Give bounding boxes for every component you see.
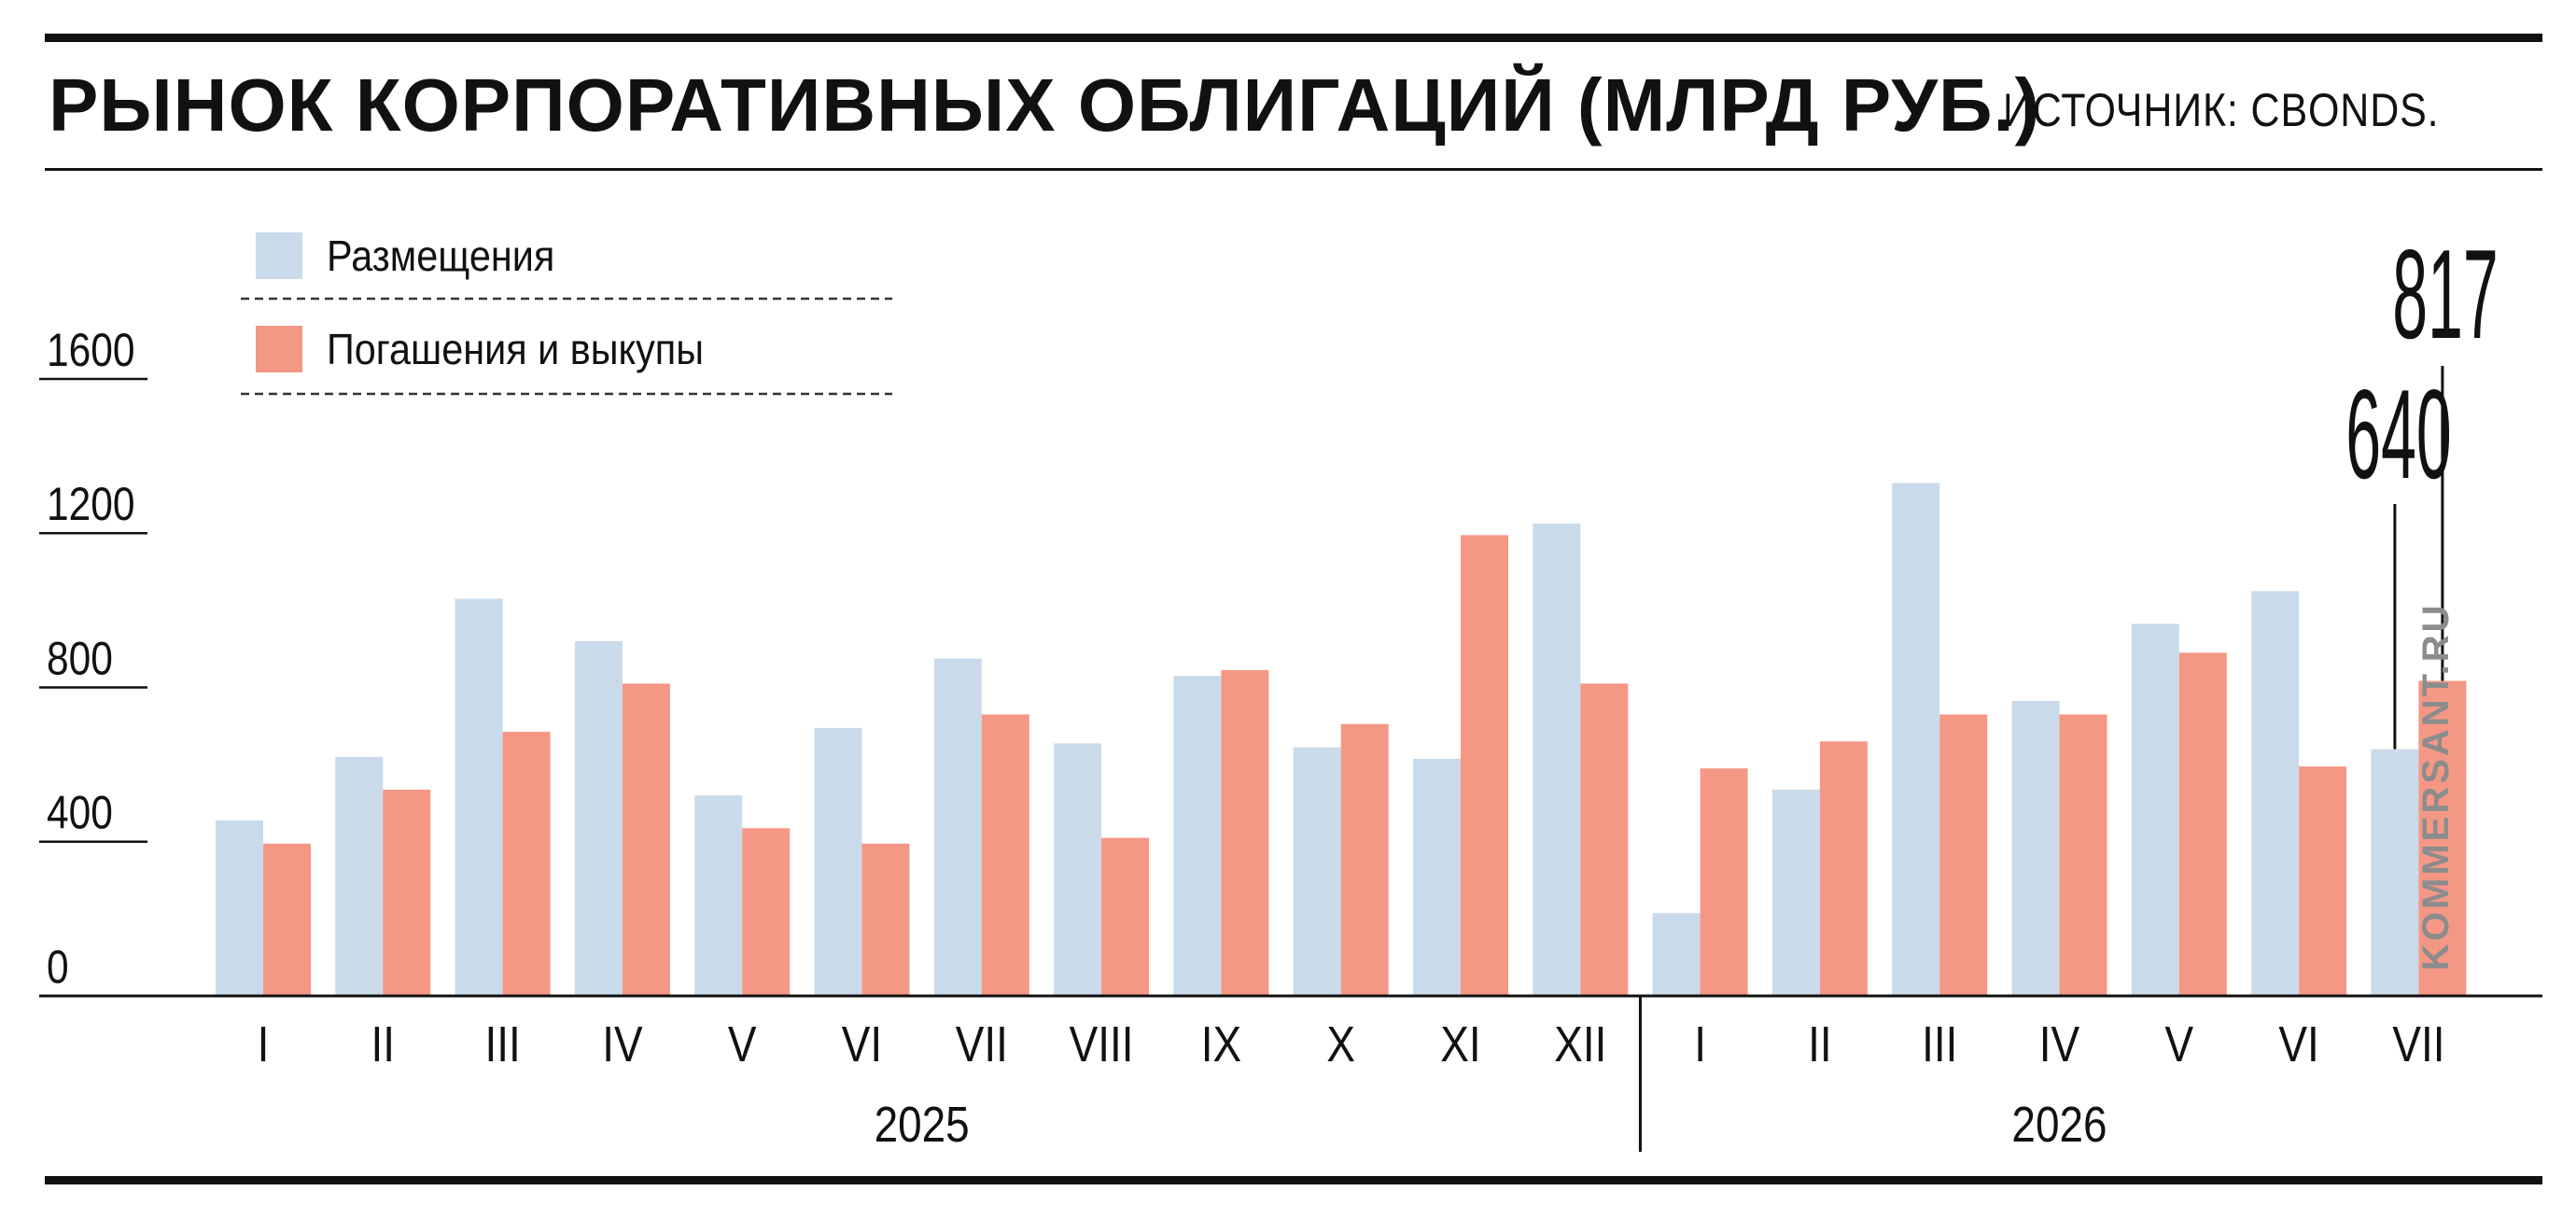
source-note: ИСТОЧНИК: CBONDS. (2003, 84, 2440, 136)
chart-title: РЫНОК КОРПОРАТИВНЫХ ОБЛИГАЦИЙ (МЛРД РУБ.… (49, 63, 2041, 147)
bar-placements (574, 640, 623, 996)
bar-redemptions (861, 843, 910, 996)
legend-swatch-placements (256, 232, 302, 279)
x-tick-label: III (1922, 1016, 1957, 1072)
bar-redemptions (2299, 766, 2347, 996)
bar-redemptions (2418, 680, 2467, 996)
bar-placements (1413, 758, 1461, 996)
bar-redemptions (2059, 714, 2107, 996)
x-tick-label: X (1326, 1016, 1355, 1072)
bar-placements (216, 820, 263, 996)
top-rule (45, 34, 2542, 42)
x-tick-label: IV (2039, 1016, 2080, 1072)
bar-placements (694, 795, 743, 996)
x-tick-label: VII (2392, 1016, 2444, 1072)
bar-redemptions (2178, 652, 2227, 996)
bar-redemptions (1580, 683, 1629, 996)
x-tick-label: XI (1440, 1016, 1480, 1072)
y-tick-label: 400 (47, 786, 113, 838)
bar-redemptions (1461, 535, 1508, 996)
bar-placements (335, 756, 384, 996)
legend-item-redemptions: Погашения и выкупы (256, 323, 746, 375)
y-tick-label: 1600 (47, 324, 135, 376)
y-tick-label: 0 (47, 941, 69, 993)
x-tick-label: V (728, 1016, 757, 1072)
bar-placements (2371, 749, 2419, 996)
annotation-label: 640 (2345, 363, 2451, 505)
bar-redemptions (742, 828, 791, 996)
bar-placements (1173, 676, 1222, 996)
annotation-label: 817 (2392, 223, 2498, 365)
x-tick-label: VII (956, 1016, 1008, 1072)
bar-placements (2251, 591, 2300, 996)
year-label: 2026 (2011, 1097, 2107, 1153)
bar-placements (1892, 483, 1940, 996)
bar-redemptions (1819, 741, 1868, 996)
bar-redemptions (263, 843, 311, 996)
x-tick-label: I (1694, 1016, 1706, 1072)
legend-swatch-redemptions (256, 326, 302, 372)
bar-redemptions (622, 683, 670, 996)
bar-placements (2011, 700, 2060, 996)
x-tick-label: IX (1201, 1016, 1241, 1072)
x-tick-label: II (371, 1016, 396, 1072)
bar-redemptions (1700, 768, 1748, 996)
legend-label-redemptions: Погашения и выкупы (327, 325, 704, 373)
legend-label-placements: Размещения (327, 231, 555, 280)
legend-item-placements: Размещения (256, 230, 580, 282)
x-tick-label: VIII (1070, 1016, 1134, 1072)
bar-placements (1652, 913, 1701, 996)
x-tick-label: IV (602, 1016, 643, 1072)
y-tick-label: 800 (47, 632, 113, 684)
x-tick-label: I (258, 1016, 270, 1072)
bar-placements (1533, 523, 1581, 996)
x-tick-label: VI (2278, 1016, 2318, 1072)
bar-redemptions (383, 789, 431, 996)
y-tick-label: 1200 (47, 478, 135, 530)
x-tick-label: V (2164, 1016, 2193, 1072)
x-tick-label: III (484, 1016, 520, 1072)
bottom-rule (45, 1176, 2542, 1184)
bar-placements (455, 598, 503, 996)
bar-redemptions (981, 714, 1029, 996)
x-tick-label: XII (1554, 1016, 1606, 1072)
bar-placements (814, 727, 862, 996)
bar-redemptions (1939, 714, 1988, 996)
bar-placements (1771, 789, 1820, 996)
bar-redemptions (502, 732, 551, 996)
x-tick-label: II (1808, 1016, 1832, 1072)
bar-placements (933, 658, 982, 996)
bar-redemptions (1221, 669, 1269, 996)
year-label: 2025 (875, 1097, 970, 1153)
bar-redemptions (1340, 723, 1389, 996)
bar-placements (1293, 747, 1341, 996)
bar-placements (1054, 743, 1102, 996)
watermark: KOMMERSANT.RU (2415, 602, 2457, 971)
x-tick-label: VI (842, 1016, 882, 1072)
bar-placements (2131, 624, 2179, 996)
title-rule (45, 168, 2542, 171)
bar-redemptions (1101, 837, 1150, 996)
